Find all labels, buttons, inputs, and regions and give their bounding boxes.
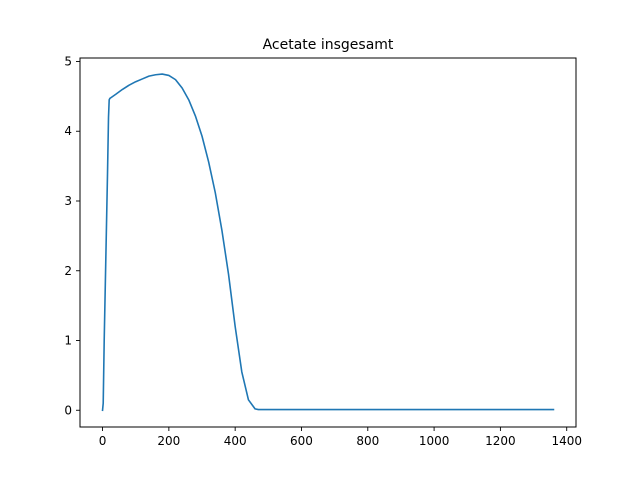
x-tick-label: 200 (157, 434, 180, 448)
x-tick-label: 1400 (551, 434, 582, 448)
x-tick-label: 800 (356, 434, 379, 448)
axes-frame (79, 57, 577, 428)
x-tick-label: 0 (99, 434, 107, 448)
x-tick-label: 1000 (419, 434, 450, 448)
x-tick-label: 400 (224, 434, 247, 448)
x-tick-label: 1200 (485, 434, 516, 448)
series-line-0 (101, 73, 555, 412)
y-axis: 0 1 2 3 4 5 (64, 54, 80, 417)
y-tick-label: 1 (64, 334, 72, 348)
plot-area (101, 73, 555, 412)
y-tick-label: 3 (64, 194, 72, 208)
chart-title: Acetate insgesamt (263, 37, 394, 53)
x-axis: 0 200 400 600 800 1000 1200 1400 (99, 427, 582, 448)
y-tick-label: 5 (64, 54, 72, 68)
y-tick-label: 2 (64, 264, 72, 278)
x-tick-label: 600 (290, 434, 313, 448)
y-tick-label: 0 (64, 403, 72, 417)
y-tick-label: 4 (64, 124, 72, 138)
